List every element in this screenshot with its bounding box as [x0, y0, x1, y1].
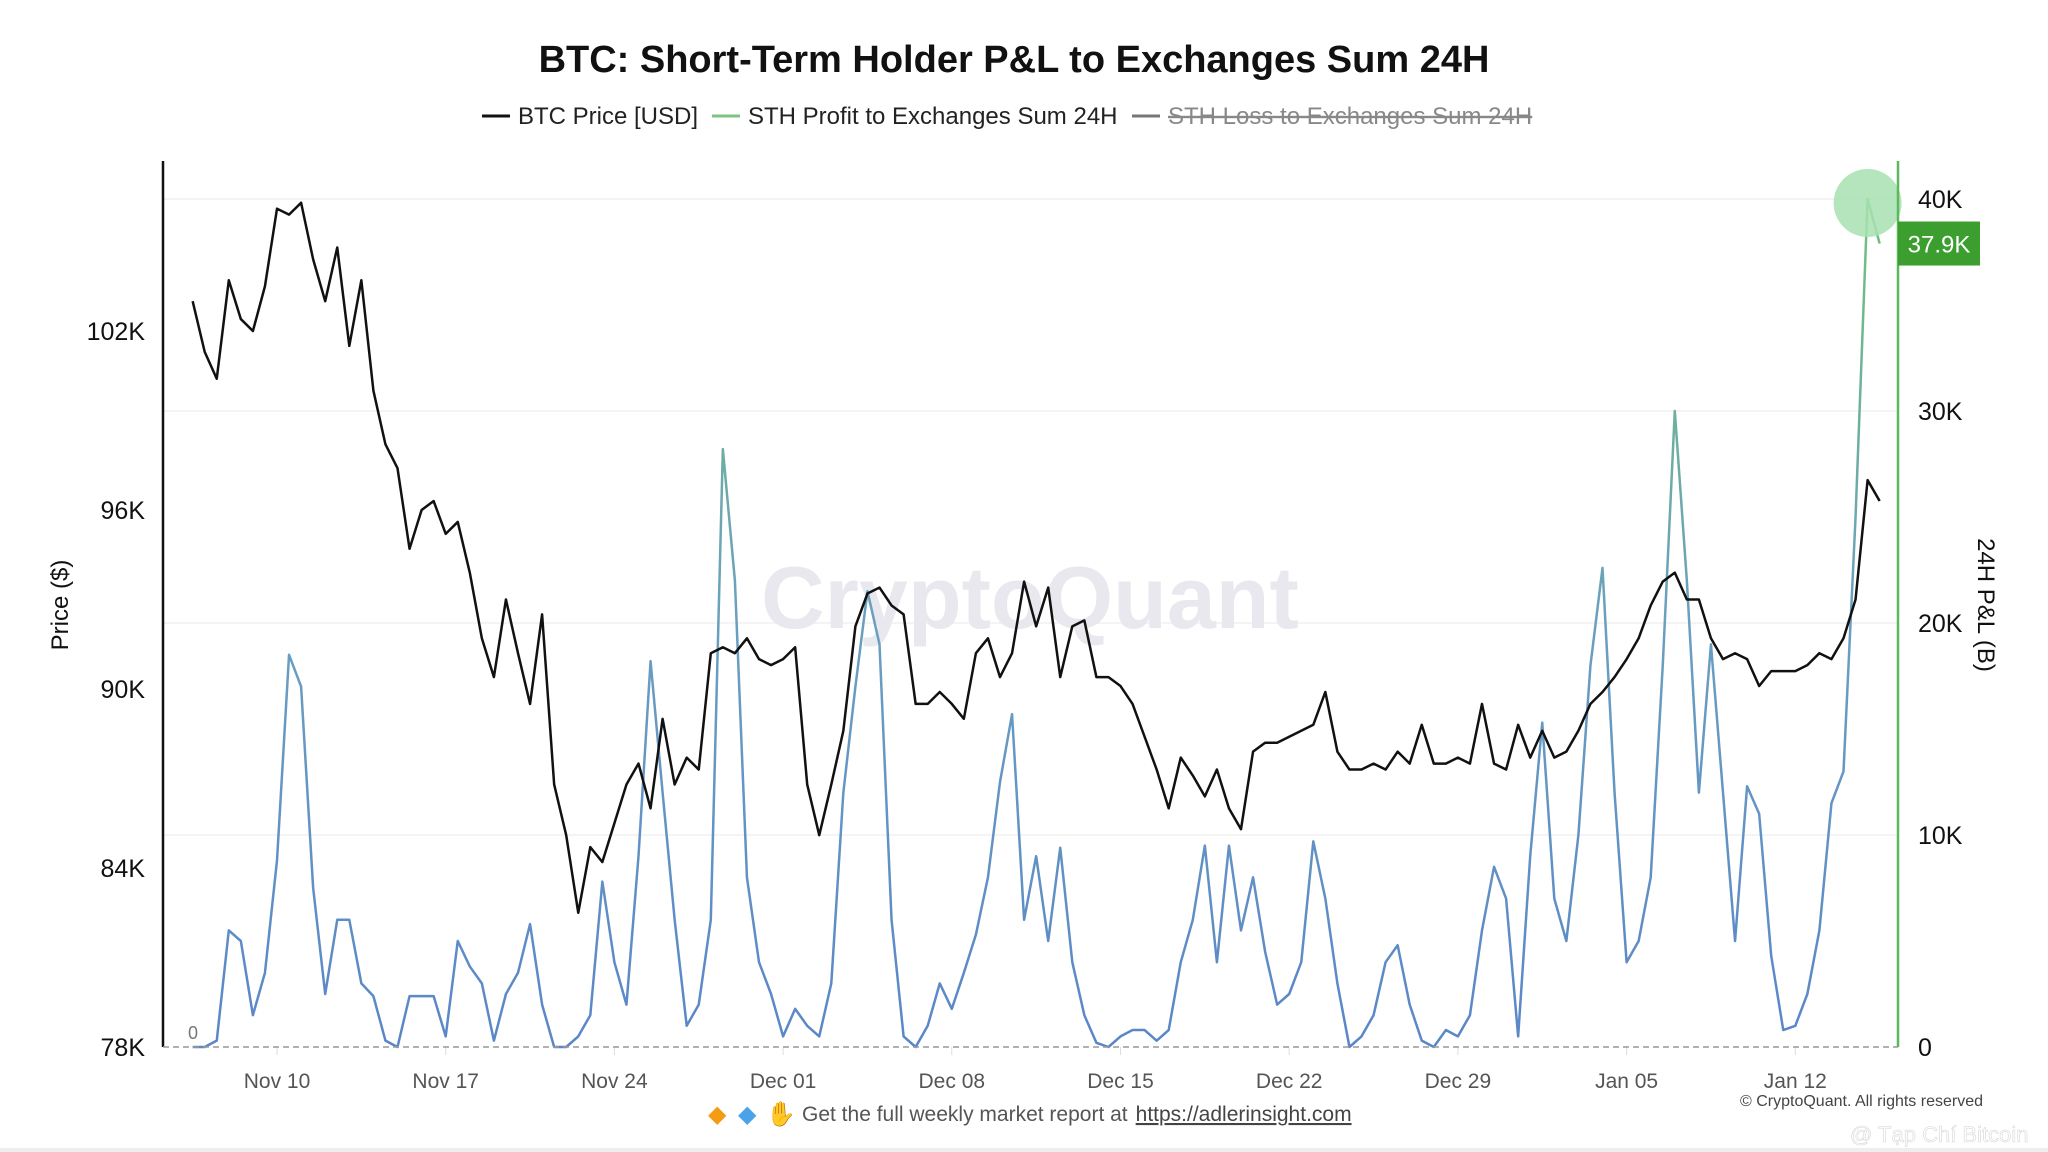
legend-label: STH Profit to Exchanges Sum 24H — [748, 103, 1118, 130]
price-series — [191, 201, 1881, 914]
legend-item[interactable]: BTC Price [USD] — [482, 103, 698, 130]
peak-highlight — [1833, 169, 1902, 237]
y-left-tick-label: 90K — [101, 676, 146, 704]
legend-label: STH Loss to Exchanges Sum 24H — [1168, 103, 1532, 130]
blue-gem-icon: ◆ — [738, 1101, 757, 1128]
y-left-tick-label: 102K — [87, 318, 146, 346]
x-tick-label: Jan 05 — [1595, 1070, 1658, 1093]
overlay-watermark: @ Tạp Chí Bitcoin — [1850, 1122, 2028, 1147]
last-value-badge: 37.9K — [1898, 221, 1980, 266]
axes: 0 10K 20K 30K 40K 78K 84K 90K 96K 102K Nov 10 Nov 1… — [87, 161, 1980, 1093]
footer-link[interactable]: https://adlerinsight.com — [1136, 1103, 1352, 1126]
x-tick-label: Dec 08 — [919, 1070, 986, 1093]
x-tick-label: Jan 12 — [1764, 1070, 1827, 1093]
orange-diamond-icon: ◆ — [708, 1101, 727, 1128]
chart-title: BTC: Short-Term Holder P&L to Exchanges … — [539, 39, 1490, 81]
zero-label: 0 — [188, 1023, 198, 1043]
x-tick-label: Dec 01 — [750, 1070, 817, 1093]
raised-hands-icon: ✋ — [766, 1100, 796, 1128]
y-right-tick-label: 40K — [1918, 186, 1963, 214]
y-left-tick-label: 84K — [101, 855, 146, 883]
last-value-badge-bg — [1898, 221, 1980, 266]
legend-label: BTC Price [USD] — [518, 103, 698, 130]
copyright: © CryptoQuant. All rights reserved — [1740, 1093, 1983, 1110]
bottom-divider — [0, 1148, 2048, 1152]
last-value-label: 37.9K — [1908, 232, 1971, 259]
legend-item[interactable]: STH Loss to Exchanges Sum 24H — [1132, 103, 1532, 130]
x-tick-label: Nov 10 — [244, 1070, 311, 1093]
footer-text: Get the full weekly market report at — [802, 1103, 1128, 1126]
watermark: CryptoQuant — [761, 548, 1299, 647]
legend: BTC Price [USD] STH Profit to Exchanges S… — [482, 103, 1532, 130]
x-tick-label: Dec 22 — [1256, 1070, 1323, 1093]
y-right-tick-label: 20K — [1918, 610, 1963, 638]
grid — [163, 198, 1898, 836]
x-tick-label: Dec 29 — [1425, 1070, 1492, 1093]
x-tick-label: Nov 17 — [412, 1070, 479, 1093]
y-right-tick-label: 10K — [1918, 822, 1963, 850]
y-left-tick-label: 96K — [101, 497, 146, 525]
profit-line — [192, 197, 1881, 1049]
y-axis-left-label: Price ($) — [47, 560, 74, 651]
footer: ◆ ◆ ✋ Get the full weekly market report … — [708, 1093, 2029, 1147]
y-right-tick-label: 0 — [1918, 1034, 1932, 1062]
legend-item[interactable]: STH Profit to Exchanges Sum 24H — [712, 103, 1118, 130]
y-left-tick-label: 78K — [101, 1034, 146, 1062]
y-right-tick-label: 30K — [1918, 398, 1963, 426]
x-tick-label: Nov 24 — [581, 1070, 648, 1093]
x-tick-label: Dec 15 — [1087, 1070, 1154, 1093]
price-line — [191, 201, 1881, 914]
profit-series — [192, 169, 1902, 1049]
y-axis-right-label: 24H P&L (B) — [1972, 538, 1999, 672]
